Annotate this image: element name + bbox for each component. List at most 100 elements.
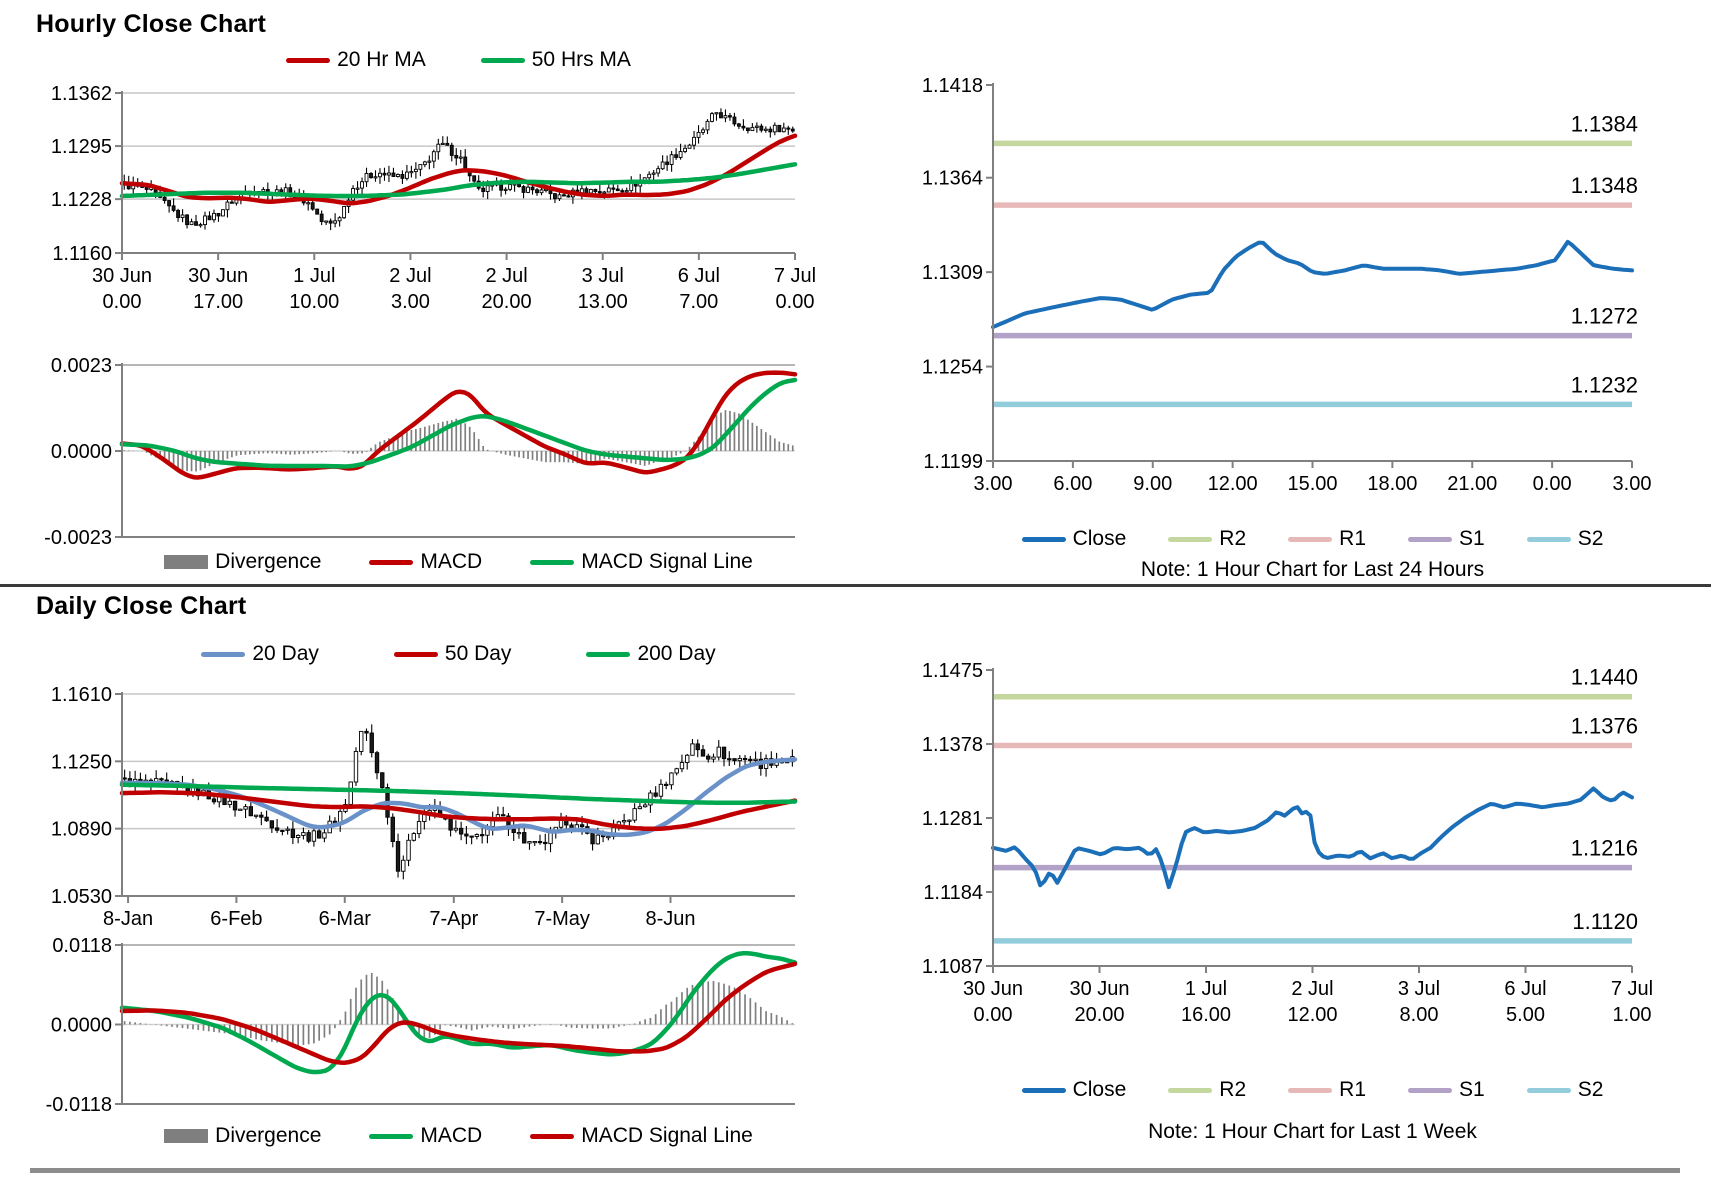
legend-label: R2 — [1219, 1078, 1247, 1101]
svg-text:0.00: 0.00 — [974, 1004, 1013, 1026]
legend-label: Divergence — [215, 550, 322, 573]
legend-item: 20 Hr MA — [286, 48, 426, 72]
legend-item: Divergence — [164, 550, 321, 574]
svg-text:6 Jul: 6 Jul — [1504, 978, 1546, 1000]
svg-text:1.1272: 1.1272 — [1571, 304, 1638, 329]
svg-text:20.00: 20.00 — [482, 291, 532, 313]
hourly-support-resistance-chart: 1.1418 1.1364 1.1309 1.1254 1.1199 1.1384 1.13… — [922, 75, 1652, 495]
hourly-macd-legend: Divergence MACD MACD Signal Line — [122, 550, 795, 574]
hourly-price-legend: 20 Hr MA 50 Hrs MA — [122, 48, 795, 72]
legend-label: R1 — [1339, 527, 1367, 550]
svg-text:8-Jun: 8-Jun — [645, 908, 695, 930]
legend-label: MACD Signal Line — [581, 550, 753, 573]
svg-text:1.1160: 1.1160 — [52, 243, 112, 265]
svg-text:1.1364: 1.1364 — [922, 168, 983, 190]
legend-label: 20 Day — [252, 642, 319, 665]
svg-text:2 Jul: 2 Jul — [485, 265, 527, 287]
svg-text:1.1418: 1.1418 — [922, 75, 983, 97]
hourly-macd-chart: 0.0023 0.0000 -0.0023 — [44, 355, 798, 549]
svg-text:1.1184: 1.1184 — [923, 882, 983, 904]
legend-label: S2 — [1577, 527, 1604, 550]
legend-item: R2 — [1168, 1078, 1246, 1102]
svg-text:1 Jul: 1 Jul — [293, 265, 335, 287]
hourly-section-title: Hourly Close Chart — [36, 10, 267, 38]
svg-text:1.1348: 1.1348 — [1571, 173, 1638, 198]
svg-text:3 Jul: 3 Jul — [582, 265, 624, 287]
line-swatch — [1288, 536, 1333, 542]
legend-item: 20 Day — [201, 642, 319, 666]
svg-text:7-May: 7-May — [534, 908, 590, 930]
line-swatch — [1168, 1087, 1213, 1093]
line-swatch — [530, 559, 575, 565]
svg-text:1.1281: 1.1281 — [922, 808, 983, 830]
legend-label: S2 — [1577, 1078, 1604, 1101]
svg-text:1.1216: 1.1216 — [1571, 836, 1638, 861]
svg-text:7 Jul: 7 Jul — [1611, 978, 1653, 1000]
svg-text:20.00: 20.00 — [1074, 1004, 1124, 1026]
line-swatch — [369, 559, 414, 565]
bar-swatch — [164, 555, 209, 569]
daily-macd-chart: 0.0118 0.0000 -0.0118 — [46, 935, 798, 1116]
line-swatch — [369, 1133, 414, 1139]
svg-text:1.1087: 1.1087 — [922, 956, 983, 978]
hourly-sr-legend: Close R2 R1 S1 S2 — [993, 527, 1632, 551]
svg-text:0.0023: 0.0023 — [51, 355, 112, 377]
legend-label: S1 — [1459, 1078, 1485, 1101]
daily-sr-legend: Close R2 R1 S1 S2 — [993, 1078, 1632, 1102]
legend-item: 50 Hrs MA — [480, 48, 631, 72]
legend-item: MACD — [369, 550, 482, 574]
svg-text:2 Jul: 2 Jul — [389, 265, 431, 287]
svg-text:8.00: 8.00 — [1400, 1004, 1439, 1026]
svg-text:7.00: 7.00 — [679, 291, 718, 313]
svg-text:1.1295: 1.1295 — [51, 136, 112, 158]
legend-item: R2 — [1168, 527, 1246, 551]
svg-text:3.00: 3.00 — [974, 473, 1013, 495]
line-swatch — [1021, 536, 1066, 542]
section-divider — [0, 584, 1711, 587]
svg-text:3.00: 3.00 — [391, 291, 430, 313]
legend-label: MACD — [420, 550, 483, 573]
svg-text:13.00: 13.00 — [578, 291, 628, 313]
line-swatch — [1408, 1087, 1453, 1093]
line-swatch — [1408, 536, 1453, 542]
legend-label: 50 Day — [444, 642, 512, 665]
svg-text:2 Jul: 2 Jul — [1291, 978, 1333, 1000]
svg-text:-0.0118: -0.0118 — [46, 1094, 112, 1116]
svg-text:0.0000: 0.0000 — [51, 441, 112, 463]
svg-text:6.00: 6.00 — [1053, 473, 1092, 495]
svg-text:1.1378: 1.1378 — [922, 734, 983, 756]
legend-item: S2 — [1526, 527, 1604, 551]
daily-macd-legend: Divergence MACD MACD Signal Line — [122, 1124, 795, 1148]
legend-label: 50 Hrs MA — [531, 48, 631, 71]
svg-text:1.1376: 1.1376 — [1571, 714, 1638, 739]
svg-text:1.1228: 1.1228 — [51, 189, 112, 211]
svg-text:30 Jun: 30 Jun — [92, 265, 152, 287]
svg-text:16.00: 16.00 — [1181, 1004, 1231, 1026]
svg-text:9.00: 9.00 — [1133, 473, 1172, 495]
line-swatch — [1288, 1087, 1333, 1093]
svg-text:1.1250: 1.1250 — [51, 751, 112, 773]
line-swatch — [586, 651, 631, 657]
svg-text:1.1440: 1.1440 — [1571, 665, 1638, 690]
svg-text:1.1610: 1.1610 — [51, 684, 112, 706]
svg-text:8-Jan: 8-Jan — [103, 908, 153, 930]
svg-text:1.00: 1.00 — [1613, 1004, 1652, 1026]
svg-text:1.1475: 1.1475 — [922, 660, 983, 682]
legend-label: MACD Signal Line — [581, 1124, 753, 1147]
legend-item: 50 Day — [393, 642, 512, 666]
svg-text:3.00: 3.00 — [1613, 473, 1652, 495]
svg-text:7 Jul: 7 Jul — [774, 265, 816, 287]
legend-item: 200 Day — [586, 642, 716, 666]
svg-text:1.1232: 1.1232 — [1571, 372, 1638, 397]
legend-label: MACD — [420, 1124, 483, 1147]
legend-item: S1 — [1408, 1078, 1485, 1102]
legend-label: Close — [1072, 1078, 1127, 1101]
svg-text:3 Jul: 3 Jul — [1398, 978, 1440, 1000]
hourly-sr-note: Note: 1 Hour Chart for Last 24 Hours — [1140, 558, 1485, 581]
svg-text:0.00: 0.00 — [776, 291, 815, 313]
svg-text:12.00: 12.00 — [1208, 473, 1258, 495]
legend-item: R1 — [1288, 1078, 1366, 1102]
legend-label: 20 Hr MA — [337, 48, 426, 71]
line-swatch — [393, 651, 438, 657]
